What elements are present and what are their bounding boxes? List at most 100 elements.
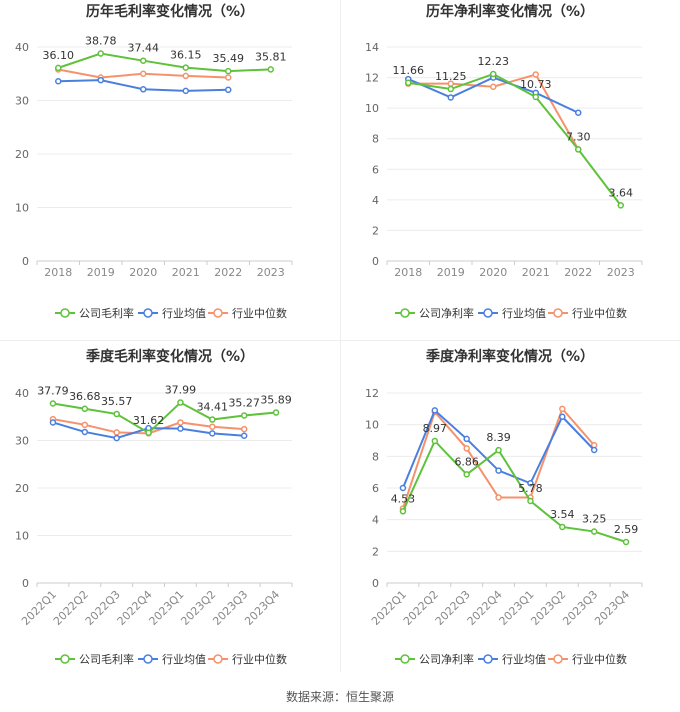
legend-label: 行业均值: [502, 653, 546, 666]
data-point-company: [140, 57, 147, 64]
y-tick-label: 12: [365, 72, 379, 85]
x-tick-label: 2019: [87, 266, 115, 279]
data-point-company: [559, 523, 566, 531]
data-point-company: [272, 409, 280, 416]
y-tick-label: 20: [15, 482, 29, 495]
legend-label: 行业均值: [162, 307, 206, 320]
data-label: 36.15: [170, 49, 202, 62]
data-point-company: [240, 412, 248, 419]
data-point-average: [575, 109, 582, 116]
data-point-company: [495, 446, 502, 454]
x-tick-label: 2023: [607, 266, 635, 279]
x-tick-label: 2023Q4: [242, 588, 282, 628]
data-label: 35.81: [255, 50, 287, 63]
annual-net-margin-chart: 历年净利率变化情况（%） 0 2 4 6 8 10 12 14 2018 2019 2020 2021…: [340, 0, 680, 340]
series-line-company: [57, 52, 271, 73]
data-point-company: [49, 400, 57, 407]
data-label: 35.89: [260, 394, 292, 407]
data-point-average: [177, 425, 184, 432]
data-point-company: [617, 202, 624, 209]
y-tick-label: 30: [15, 95, 29, 108]
y-tick-label: 8: [372, 133, 379, 146]
data-point-company: [81, 405, 89, 413]
vertical-divider: [340, 0, 341, 672]
x-tick-label: 2023: [257, 266, 285, 279]
y-tick-label: 0: [22, 255, 29, 268]
chart-svg: 0 10 20 30 40 2018 2019 2020 2021 2022 2023 36.10 38…: [15, 35, 293, 320]
data-point-company: [225, 67, 232, 75]
legend-marker-icon: [213, 308, 223, 318]
data-point-average: [97, 76, 104, 84]
chart-title: 季度净利率变化情况（%）: [425, 349, 595, 365]
data-label: 2.59: [614, 523, 639, 536]
horizontal-divider: [0, 340, 680, 341]
annual-gross-margin-chart: 历年毛利率变化情况（%） 0 10 20 30 40 2018 2019 2020 2021 20…: [0, 0, 340, 340]
data-point-company: [490, 70, 497, 78]
legend-label: 公司毛利率: [79, 306, 134, 320]
legend-label: 行业中位数: [572, 306, 627, 320]
y-tick-label: 10: [365, 102, 379, 115]
data-point-average: [209, 430, 216, 437]
data-label: 36.68: [69, 390, 101, 403]
data-label: 8.39: [486, 431, 511, 444]
legend-label: 公司净利率: [419, 306, 474, 320]
data-label: 7.30: [566, 130, 591, 143]
data-point-company: [575, 146, 582, 153]
data-label: 36.10: [43, 49, 75, 62]
x-tick-label: 2020: [479, 266, 507, 279]
legend-label: 行业中位数: [572, 652, 627, 666]
data-point-average: [225, 86, 232, 94]
legend-marker-icon: [483, 654, 493, 664]
data-point-company: [463, 471, 470, 478]
data-point-average: [140, 86, 147, 93]
data-label: 11.25: [435, 70, 467, 83]
data-label: 31.62: [133, 414, 165, 427]
legend-label: 行业均值: [502, 307, 546, 320]
legend-marker-icon: [483, 308, 493, 318]
y-tick-label: 0: [22, 577, 29, 590]
data-point-median: [240, 425, 248, 433]
data-point-company: [145, 429, 152, 437]
series-line-company: [408, 72, 622, 206]
data-point-average: [55, 77, 62, 85]
data-point-median: [532, 71, 539, 78]
y-tick-label: 2: [372, 224, 379, 237]
y-tick-label: 30: [15, 435, 29, 448]
y-tick-label: 0: [372, 577, 379, 590]
legend-label: 公司净利率: [419, 652, 474, 666]
x-tick-label: 2020: [129, 266, 157, 279]
data-point-company: [447, 85, 454, 93]
data-label: 5.78: [518, 482, 543, 495]
x-tick-label: 2018: [394, 266, 422, 279]
data-point-median: [225, 74, 232, 81]
data-point-average: [447, 94, 454, 101]
y-tick-label: 10: [15, 202, 29, 215]
legend-label: 行业中位数: [232, 652, 287, 666]
y-tick-label: 6: [372, 163, 379, 176]
data-point-average: [49, 419, 57, 426]
legend-marker-icon: [60, 308, 70, 318]
legend-marker-icon: [143, 654, 153, 664]
y-tick-label: 40: [15, 41, 29, 54]
data-point-median: [140, 70, 147, 77]
data-label: 4.53: [391, 492, 416, 505]
data-point-company: [113, 410, 120, 418]
x-tick-label: 2021: [172, 266, 200, 279]
data-point-average: [431, 407, 439, 414]
data-point-average: [463, 435, 470, 443]
data-source-footer: 数据来源：恒生聚源: [285, 690, 394, 704]
legend-marker-icon: [143, 308, 153, 318]
data-point-company: [182, 64, 189, 71]
data-point-company: [267, 66, 274, 73]
data-label: 12.23: [478, 55, 510, 68]
chart-title: 历年净利率变化情况（%）: [425, 4, 595, 20]
data-point-average: [81, 428, 89, 436]
data-point-median: [182, 72, 189, 80]
data-point-company: [177, 399, 184, 406]
quarterly-net-margin-chart: 季度净利率变化情况（%） 0 2 4 6 8 10 12 2022Q1 2022Q2 2022Q3…: [340, 345, 680, 685]
legend-marker-icon: [400, 308, 410, 318]
data-label: 3.64: [609, 186, 634, 199]
data-label: 34.41: [197, 401, 229, 414]
chart-svg: 0 2 4 6 8 10 12 14 2018 2019 2020 2021 2022 2023 11.66…: [365, 41, 643, 320]
data-point-median: [177, 419, 184, 426]
